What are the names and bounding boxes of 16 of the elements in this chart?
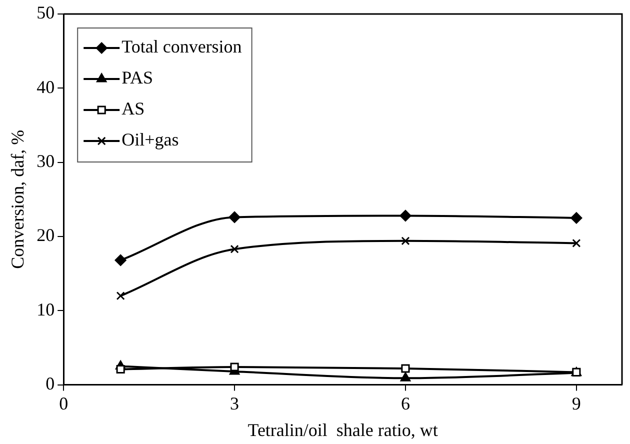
x-axis-title: Tetralin/oil shale ratio, wt: [248, 420, 438, 440]
x-tick-label: 3: [230, 393, 240, 414]
legend-label: Total conversion: [122, 36, 242, 57]
x-tick-label: 0: [59, 393, 68, 414]
x-tick-label: 9: [572, 393, 581, 414]
x-tick-label: 6: [400, 393, 410, 414]
y-tick-label: 30: [36, 151, 55, 172]
y-tick-label: 20: [36, 225, 55, 246]
y-tick-label: 10: [36, 299, 55, 320]
y-axis-title: Conversion, daf, %: [8, 130, 28, 269]
y-tick-label: 0: [46, 374, 55, 394]
y-tick-label: 50: [36, 2, 55, 23]
legend-label: Oil+gas: [122, 130, 179, 150]
y-tick-label: 40: [36, 76, 55, 97]
legend-label: AS: [122, 98, 145, 119]
legend-label: PAS: [122, 68, 153, 88]
